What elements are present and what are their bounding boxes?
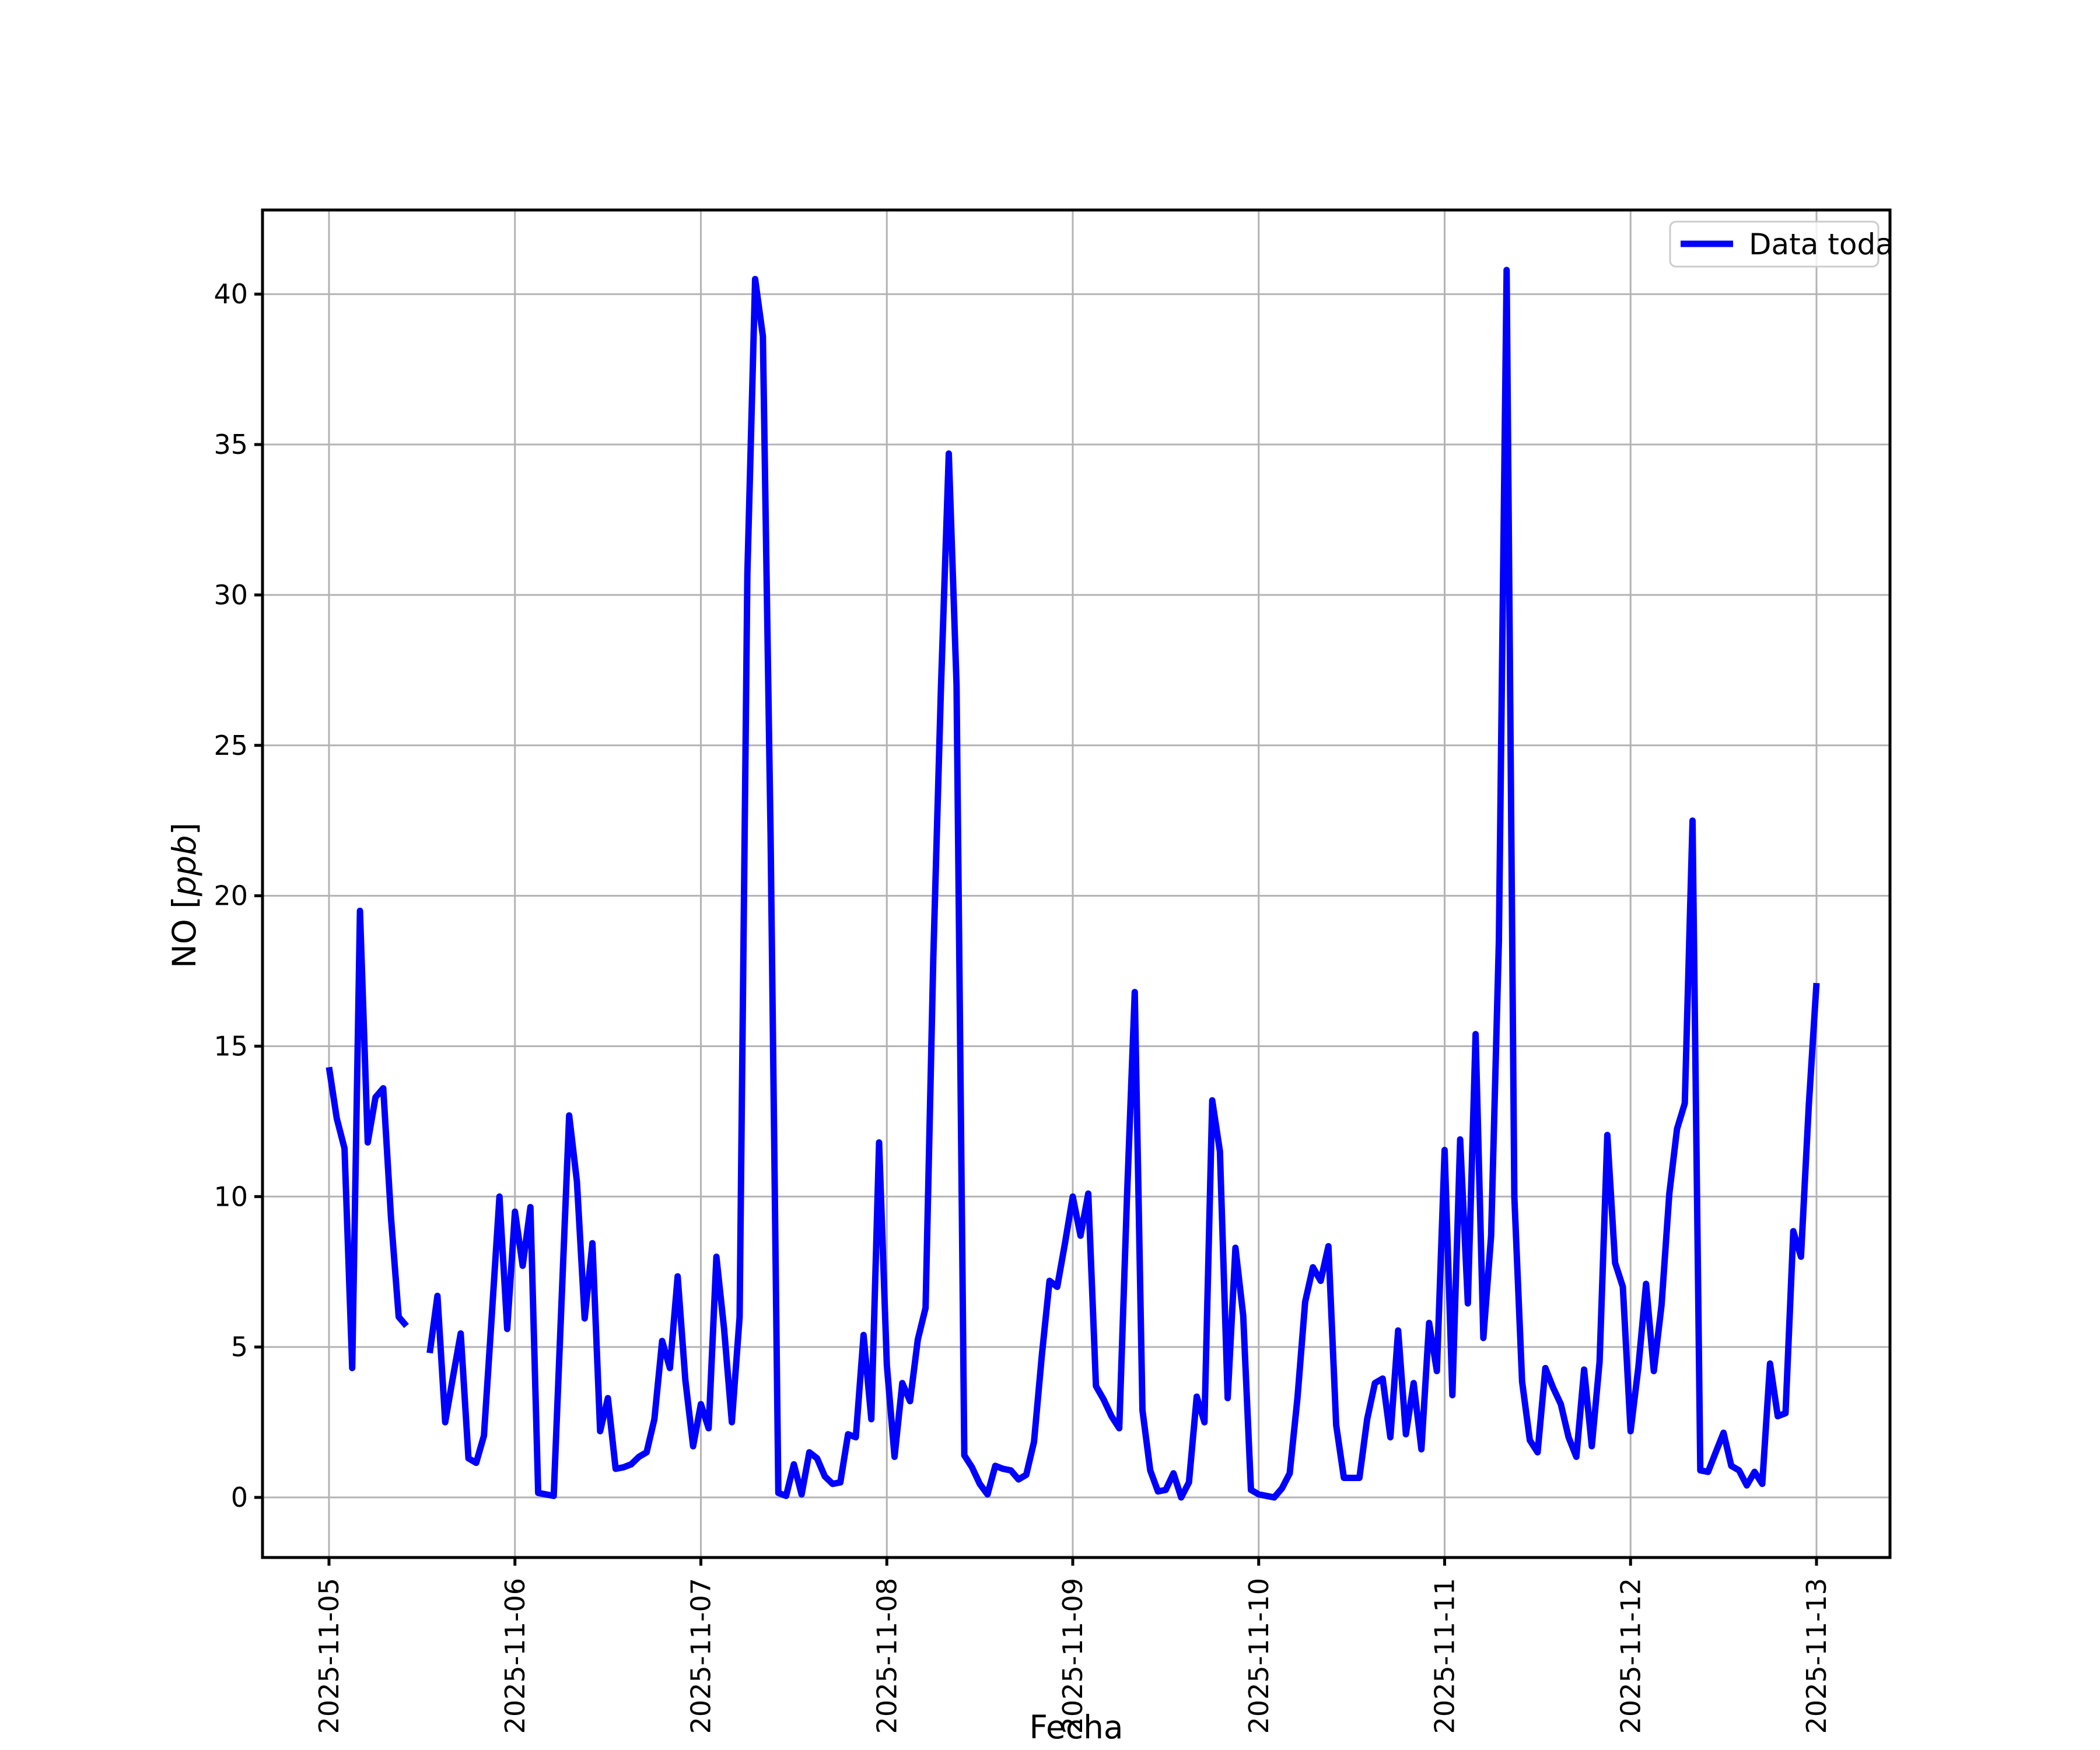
- y-tick-label: 25: [214, 730, 248, 761]
- x-tick-label: 2025-11-07: [685, 1578, 717, 1734]
- y-tick-label: 30: [214, 579, 248, 611]
- y-tick-label: 5: [231, 1331, 248, 1363]
- plot-border: [261, 208, 1892, 1559]
- tick-marks: [254, 292, 1818, 1566]
- y-tick-label: 0: [231, 1482, 248, 1513]
- y-tick-label: 40: [214, 278, 248, 310]
- y-tick-label: 15: [214, 1030, 248, 1062]
- y-tick-label: 35: [214, 429, 248, 460]
- legend-box: [1669, 220, 1880, 268]
- x-tick-label: 2025-11-13: [1801, 1578, 1832, 1734]
- x-tick-label: 2025-11-06: [499, 1578, 531, 1734]
- legend: Data toda: [1669, 220, 1894, 268]
- y-tick-label: 20: [214, 880, 248, 912]
- y-tick-label: 10: [214, 1181, 248, 1212]
- x-tick-label: 2025-11-12: [1615, 1578, 1646, 1734]
- x-tick-label: 2025-11-11: [1429, 1578, 1461, 1734]
- y-axis-label: NO [ppb]: [166, 822, 203, 968]
- x-tick-label: 2025-11-09: [1057, 1578, 1088, 1734]
- tick-labels: 0 5 10 15 20 25 30 35 40 2025-11-05 2025-11-06 2025…: [214, 278, 1832, 1734]
- x-tick-label: 2025-11-08: [871, 1578, 902, 1734]
- x-tick-label: 2025-11-10: [1243, 1578, 1275, 1734]
- x-tick-label: 2025-11-05: [313, 1578, 345, 1734]
- x-axis-label: Fecha: [1029, 1709, 1123, 1746]
- data-line: [326, 267, 1820, 1501]
- legend-label: Data toda: [1749, 228, 1894, 261]
- gridlines: [262, 210, 1890, 1558]
